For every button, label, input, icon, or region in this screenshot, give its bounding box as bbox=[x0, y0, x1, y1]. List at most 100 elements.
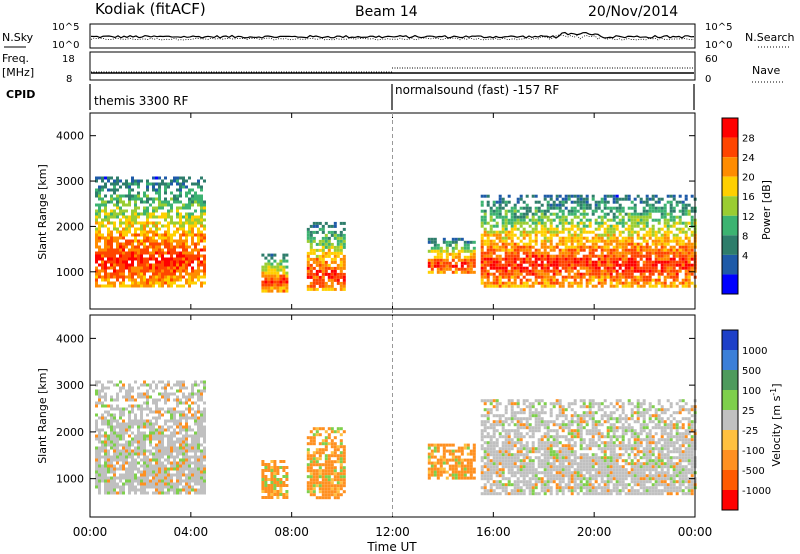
power-cell bbox=[146, 194, 149, 198]
power-cell bbox=[312, 230, 316, 234]
velocity-cell bbox=[191, 437, 194, 441]
power-cell bbox=[549, 194, 553, 198]
velocity-cell bbox=[191, 467, 194, 471]
power-cell bbox=[460, 237, 464, 241]
power-cell bbox=[576, 236, 580, 240]
power-cell bbox=[197, 227, 200, 231]
velocity-cell bbox=[107, 437, 110, 441]
velocity-cell bbox=[152, 380, 155, 384]
velocity-cell bbox=[495, 453, 499, 457]
velocity-cell bbox=[279, 493, 283, 496]
velocity-cell bbox=[519, 459, 523, 463]
velocity-cell bbox=[489, 399, 493, 403]
power-cell bbox=[672, 278, 676, 282]
velocity-cell bbox=[282, 481, 286, 484]
power-cell bbox=[507, 284, 511, 288]
power-cell bbox=[690, 266, 694, 270]
power-cell bbox=[480, 194, 484, 198]
power-cell bbox=[534, 230, 538, 234]
power-cell bbox=[663, 212, 667, 216]
power-cell bbox=[573, 266, 577, 270]
velocity-cell bbox=[327, 466, 331, 470]
power-cell bbox=[113, 215, 116, 219]
power-cell bbox=[627, 236, 631, 240]
velocity-cell bbox=[486, 432, 490, 436]
power-cell bbox=[486, 239, 490, 243]
power-cell bbox=[445, 255, 449, 259]
velocity-cell bbox=[483, 408, 487, 412]
power-cell bbox=[501, 215, 505, 219]
power-cell bbox=[98, 206, 101, 210]
power-cell bbox=[321, 278, 325, 282]
power-cell bbox=[95, 284, 98, 288]
power-cell bbox=[558, 236, 562, 240]
velocity-cell bbox=[480, 435, 484, 439]
power-cell bbox=[645, 215, 649, 219]
velocity-cell bbox=[203, 419, 206, 423]
velocity-cell bbox=[173, 446, 176, 450]
velocity-cell bbox=[119, 434, 122, 438]
power-cell bbox=[149, 284, 152, 288]
power-cell bbox=[200, 200, 203, 204]
power-cell bbox=[684, 281, 688, 285]
power-cell bbox=[654, 218, 658, 222]
power-cell bbox=[119, 221, 122, 225]
power-cell bbox=[513, 218, 517, 222]
power-colorbar-swatch bbox=[722, 196, 738, 216]
power-cell bbox=[483, 194, 487, 198]
velocity-cell bbox=[182, 446, 185, 450]
power-cell bbox=[585, 278, 589, 282]
power-cell bbox=[612, 239, 616, 243]
velocity-cell bbox=[501, 456, 505, 460]
power-cell bbox=[336, 272, 340, 276]
velocity-cell bbox=[200, 449, 203, 453]
velocity-cell bbox=[95, 449, 98, 453]
velocity-cell bbox=[170, 473, 173, 477]
power-cell bbox=[101, 224, 104, 228]
power-cell bbox=[480, 257, 484, 261]
power-cell bbox=[525, 245, 529, 249]
velocity-cell bbox=[107, 464, 110, 468]
power-cell bbox=[666, 239, 670, 243]
power-cell bbox=[501, 230, 505, 234]
power-cell bbox=[134, 269, 137, 273]
velocity-cell bbox=[188, 446, 191, 450]
power-cell bbox=[125, 275, 128, 279]
power-cell bbox=[606, 275, 610, 279]
power-cell bbox=[119, 263, 122, 267]
power-cell bbox=[630, 227, 634, 231]
power-cell bbox=[309, 281, 313, 285]
power-cell bbox=[282, 283, 286, 287]
power-cell bbox=[442, 249, 446, 253]
velocity-cell bbox=[315, 472, 319, 476]
power-cell bbox=[463, 246, 467, 250]
velocity-cell bbox=[486, 450, 490, 454]
power-cell bbox=[324, 221, 328, 225]
power-cell bbox=[436, 252, 440, 256]
velocity-cell bbox=[137, 443, 140, 447]
power-cell bbox=[194, 281, 197, 285]
power-cell bbox=[600, 260, 604, 264]
power-cell bbox=[149, 263, 152, 267]
power-cell bbox=[648, 227, 652, 231]
velocity-cell bbox=[155, 464, 158, 468]
power-cell bbox=[543, 194, 547, 198]
power-colorbar-swatch bbox=[722, 215, 738, 236]
power-cell bbox=[282, 271, 286, 275]
velocity-cell bbox=[495, 465, 499, 469]
power-cell bbox=[264, 286, 268, 290]
power-cell bbox=[570, 275, 574, 279]
power-cell bbox=[636, 248, 640, 252]
velocity-cell bbox=[200, 410, 203, 414]
power-cell bbox=[448, 261, 452, 265]
velocity-cell bbox=[182, 428, 185, 432]
power-cell bbox=[101, 275, 104, 279]
power-cell bbox=[504, 251, 508, 255]
power-cell bbox=[636, 275, 640, 279]
power-cell bbox=[648, 209, 652, 213]
power-cell bbox=[564, 278, 568, 282]
velocity-cell bbox=[110, 488, 113, 492]
velocity-cell bbox=[516, 441, 520, 445]
velocity-cell bbox=[516, 417, 520, 421]
velocity-cell bbox=[203, 425, 206, 429]
